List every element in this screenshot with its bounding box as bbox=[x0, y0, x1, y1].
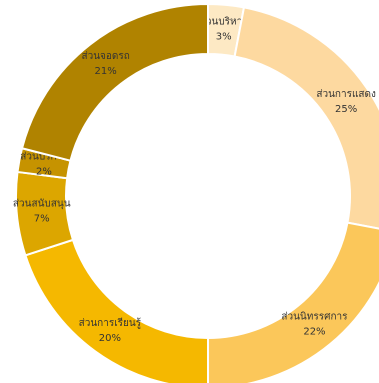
slice-percent-label: 25% bbox=[335, 104, 357, 115]
slice-label: ส่วนบริหาร bbox=[200, 17, 248, 28]
slice-label: ส่วนบริการ bbox=[20, 152, 68, 163]
slice-label: ส่วนนิทรรศการ bbox=[281, 312, 348, 323]
slice-percent-label: 3% bbox=[216, 32, 232, 43]
slice-percent-label: 20% bbox=[99, 333, 121, 344]
slice-percent-label: 7% bbox=[34, 214, 50, 225]
slice-percent-label: 21% bbox=[95, 66, 117, 77]
slice-percent-label: 2% bbox=[36, 167, 52, 178]
slice-label: ส่วนการเรียนรู้ bbox=[79, 317, 142, 329]
slice-percent-label: 22% bbox=[303, 327, 325, 338]
donut-slice bbox=[20, 2, 209, 162]
donut-slice bbox=[233, 6, 379, 230]
slice-label: ส่วนสนับสนุน bbox=[13, 199, 71, 210]
slice-label: ส่วนการแสดง bbox=[316, 89, 376, 100]
donut-slice bbox=[24, 238, 209, 383]
slice-label: ส่วนจอดรถ bbox=[81, 51, 129, 62]
donut-slice bbox=[207, 221, 379, 383]
